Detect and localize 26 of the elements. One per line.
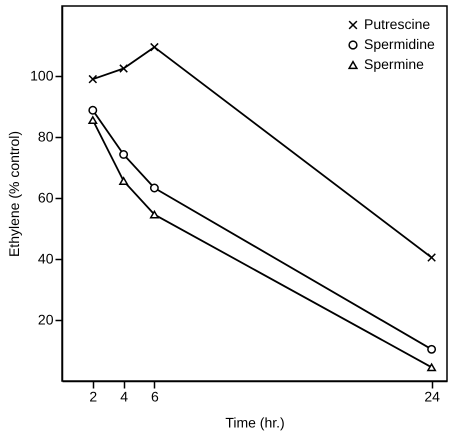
x-tick-label: 2: [89, 388, 98, 404]
point: [150, 210, 159, 218]
y-tick-label: 80: [38, 128, 54, 145]
point: [427, 253, 436, 262]
point: [427, 363, 436, 372]
y-tick-label: 40: [38, 250, 54, 267]
legend-label: Putrescine: [364, 16, 430, 32]
point: [119, 64, 128, 73]
point: [119, 177, 128, 185]
y-tick-label: 100: [30, 68, 54, 84]
y-tick-label: 60: [38, 190, 54, 206]
legend-label: Spermine: [364, 56, 424, 72]
legend-label: Spermidine: [364, 36, 436, 52]
x-tick-label: 6: [151, 388, 159, 404]
point: [88, 106, 98, 115]
y-axis-title: Ethylene (% control): [6, 130, 22, 258]
point: [150, 42, 159, 52]
point: [427, 344, 436, 354]
x-tick-label: 4: [120, 388, 128, 404]
x-tick-label: 24: [424, 388, 440, 404]
point: [119, 150, 128, 159]
point: [88, 116, 98, 124]
y-tick-label: 20: [38, 312, 54, 328]
point: [88, 74, 98, 84]
point: [150, 184, 159, 192]
x-axis-title: Time (hr.): [225, 414, 285, 430]
